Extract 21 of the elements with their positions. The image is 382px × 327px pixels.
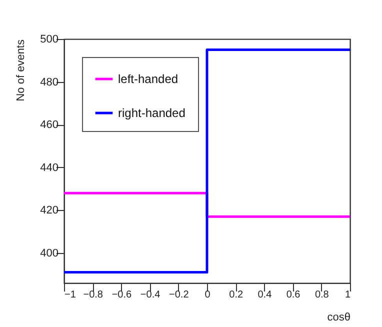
y-tick-label: 500 — [40, 34, 58, 46]
x-tick-label: 0.4 — [258, 290, 272, 300]
x-tick-label: 1 — [344, 290, 351, 300]
x-tick-label: 0.6 — [286, 290, 301, 300]
x-tick-label: −0.6 — [112, 290, 132, 300]
y-tick-label: 400 — [40, 248, 58, 260]
y-tick-label: 460 — [40, 119, 58, 132]
y-tick-label: 480 — [40, 76, 58, 88]
legend-label: left-handed — [118, 72, 178, 86]
x-tick-label: −0.4 — [140, 290, 161, 300]
y-tick-label: 440 — [40, 162, 58, 174]
x-tick-label: 0.2 — [229, 290, 244, 300]
x-tick-label: 0.8 — [314, 290, 330, 300]
x-tick-label: 0 — [204, 290, 211, 300]
x-tick-label: −1 — [64, 290, 76, 300]
x-axis-title: cosθ — [327, 312, 350, 324]
legend-label: right-handed — [118, 106, 186, 120]
y-axis-title: No of events — [15, 39, 28, 102]
y-tick-label: 420 — [40, 204, 58, 217]
x-tick-label: −0.8 — [83, 290, 104, 300]
x-tick-label: −0.2 — [169, 290, 190, 300]
